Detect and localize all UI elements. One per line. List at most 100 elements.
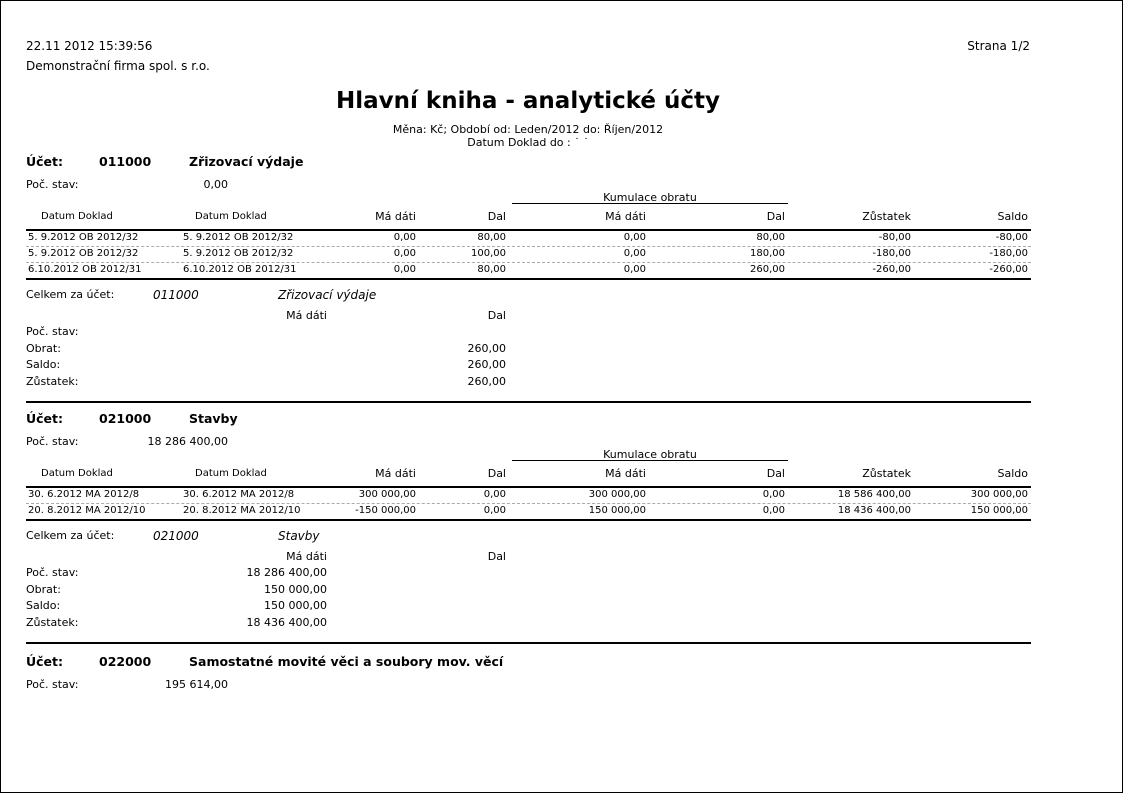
row-separator (26, 262, 1031, 263)
total-account-name: Zřizovací výdaje (278, 288, 377, 302)
table-cell: 20. 8.2012 MA 2012/10 (183, 505, 301, 516)
col-header-date2: Datum Doklad (195, 211, 267, 222)
summary-label-turnover: Obrat: (26, 342, 61, 355)
account-number: 021000 (99, 411, 152, 426)
summary-debit-saldo: 150 000,00 (264, 599, 327, 612)
table-cell: 5. 9.2012 OB 2012/32 (183, 248, 294, 259)
opening-label: Poč. stav: (26, 435, 79, 448)
table-cell: 80,00 (756, 232, 785, 243)
table-cell: 5. 9.2012 OB 2012/32 (28, 232, 139, 243)
table-cell: 180,00 (750, 248, 785, 259)
account-name: Stavby (189, 411, 238, 426)
col-header-col-cum-credit: Dal (766, 467, 785, 480)
row-separator (26, 503, 1031, 504)
table-cell: 0,00 (762, 489, 785, 500)
opening-value: 18 286 400,00 (147, 435, 228, 448)
col-header-col-cum-credit: Dal (766, 210, 785, 223)
account-number: 022000 (99, 654, 152, 669)
summary-label-balance: Zůstatek: (26, 375, 79, 388)
section-end-rule (26, 642, 1031, 644)
summary-label-turnover: Obrat: (26, 583, 61, 596)
section-end-rule (26, 401, 1031, 403)
table-cell: 0,00 (393, 264, 416, 275)
table-cell: -260,00 (872, 264, 911, 275)
table-cell: 0,00 (623, 248, 646, 259)
col-header-date1: Datum Doklad (41, 211, 113, 222)
total-account-number: 011000 (153, 288, 199, 302)
report-title: Hlavní kniha - analytické účty (335, 88, 720, 114)
summary-header-debit: Má dáti (286, 309, 327, 322)
summary-debit-balance: 18 436 400,00 (246, 616, 327, 629)
summary-header-credit: Dal (487, 309, 506, 322)
summary-label-saldo: Saldo: (26, 599, 61, 612)
print-timestamp: 22.11 2012 15:39:56 (26, 39, 153, 53)
col-header-col-credit: Dal (487, 210, 506, 223)
row-separator (26, 246, 1031, 247)
opening-label: Poč. stav: (26, 678, 79, 691)
filter-line: Měna: Kč; Období od: Leden/2012 do: Říje… (392, 123, 664, 136)
company-name: Demonstrační firma spol. s r.o. (26, 59, 210, 73)
table-top-rule (26, 486, 1031, 488)
col-header-date1: Datum Doklad (41, 468, 113, 479)
table-cell: 0,00 (483, 505, 506, 516)
table-cell: 0,00 (623, 232, 646, 243)
table-cell: -80,00 (995, 232, 1028, 243)
col-header-date2: Datum Doklad (195, 468, 267, 479)
account-label: Účet: (26, 154, 64, 169)
table-cell: 30. 6.2012 MA 2012/8 (28, 489, 140, 500)
summary-debit-opening: 18 286 400,00 (246, 566, 327, 579)
cumulation-rule (512, 203, 788, 204)
col-header-col-cum-debit: Má dáti (605, 210, 646, 223)
opening-label: Poč. stav: (26, 178, 79, 191)
table-cell: 260,00 (750, 264, 785, 275)
col-header-col-cum-debit: Má dáti (605, 467, 646, 480)
table-cell: 300 000,00 (970, 489, 1028, 500)
table-cell: 0,00 (623, 264, 646, 275)
table-cell: -180,00 (872, 248, 911, 259)
col-header-col-balance: Zůstatek (862, 210, 911, 223)
summary-label-saldo: Saldo: (26, 358, 61, 371)
table-cell: 0,00 (762, 505, 785, 516)
table-cell: -260,00 (989, 264, 1028, 275)
col-header-col-saldo: Saldo (997, 467, 1029, 480)
table-cell: 300 000,00 (588, 489, 646, 500)
summary-credit-balance: 260,00 (467, 375, 507, 388)
col-header-col-credit: Dal (487, 467, 506, 480)
table-cell: 18 586 400,00 (837, 489, 911, 500)
opening-value: 195 614,00 (165, 678, 228, 691)
total-account-name: Stavby (278, 529, 320, 543)
total-label: Celkem za účet: (26, 529, 115, 542)
table-top-rule (26, 229, 1031, 231)
table-cell: 6.10.2012 OB 2012/31 (183, 264, 297, 275)
page-number: Strana 1/2 (967, 39, 1030, 53)
cumulation-header: Kumulace obratu (603, 448, 697, 461)
filter-line-2: Datum Doklad do : ˙ ˙ (467, 136, 589, 149)
table-bottom-rule (26, 519, 1031, 521)
total-account-number: 021000 (153, 529, 199, 543)
summary-label-opening: Poč. stav: (26, 325, 79, 338)
table-cell: 0,00 (393, 232, 416, 243)
table-cell: 300 000,00 (358, 489, 416, 500)
summary-credit-turnover: 260,00 (467, 342, 507, 355)
table-cell: 20. 8.2012 MA 2012/10 (28, 505, 146, 516)
table-cell: 80,00 (477, 232, 506, 243)
table-cell: -150 000,00 (355, 505, 416, 516)
account-label: Účet: (26, 411, 64, 426)
table-cell: 5. 9.2012 OB 2012/32 (28, 248, 139, 259)
cumulation-header: Kumulace obratu (603, 191, 697, 204)
col-header-col-debit: Má dáti (375, 467, 416, 480)
table-cell: 0,00 (393, 248, 416, 259)
table-cell: 100,00 (471, 248, 506, 259)
col-header-col-balance: Zůstatek (862, 467, 911, 480)
table-cell: 6.10.2012 OB 2012/31 (28, 264, 142, 275)
table-cell: 5. 9.2012 OB 2012/32 (183, 232, 294, 243)
table-cell: 18 436 400,00 (837, 505, 911, 516)
account-name: Zřizovací výdaje (189, 154, 304, 169)
summary-header-credit: Dal (487, 550, 506, 563)
account-number: 011000 (99, 154, 152, 169)
account-name: Samostatné movité věci a soubory mov. vě… (189, 654, 504, 669)
table-cell: 150 000,00 (970, 505, 1028, 516)
summary-label-opening: Poč. stav: (26, 566, 79, 579)
table-cell: 80,00 (477, 264, 506, 275)
